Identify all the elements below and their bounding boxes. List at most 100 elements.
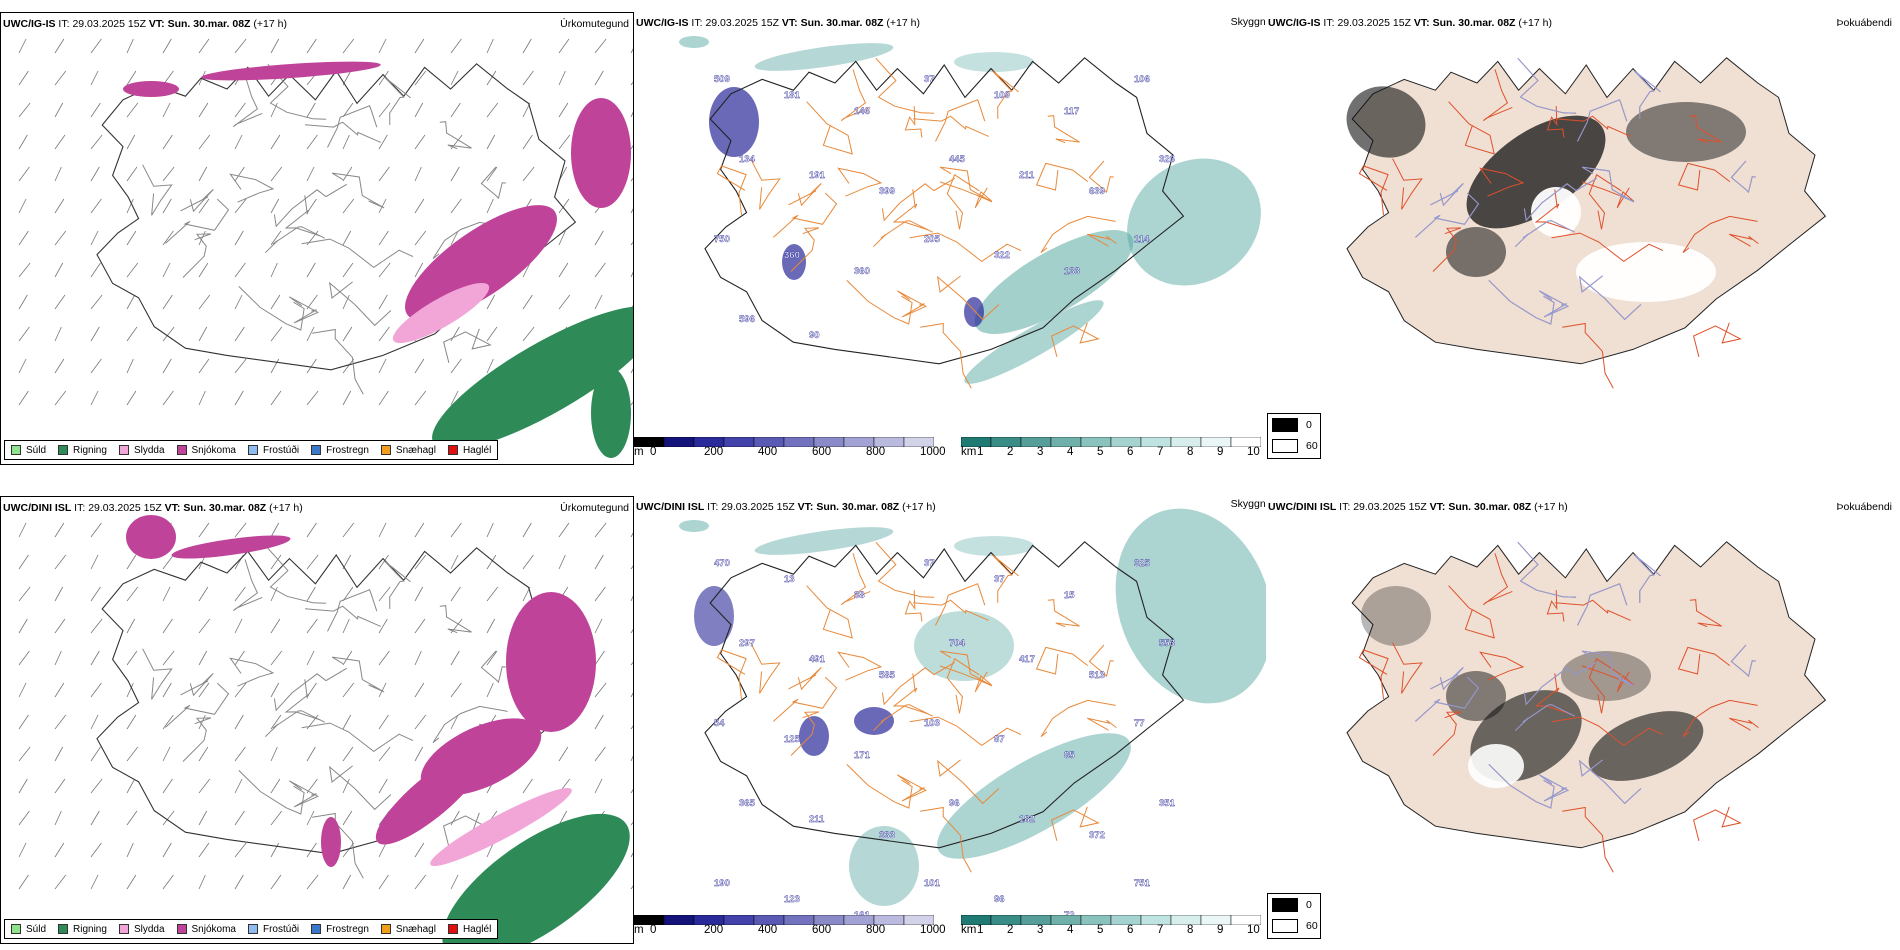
legend-label: Frostúði — [262, 444, 300, 456]
legend-swatch — [311, 924, 322, 934]
colorbar-tick: 200 — [704, 446, 724, 458]
colorbar-tick: 8 — [1187, 446, 1194, 458]
lead-time: (+17 h) — [269, 502, 303, 514]
fog-legend-label: 0 — [1306, 419, 1312, 431]
fog-panel-row2: UWC/DINI ISL IT: 29.03.2025 15Z VT: Sun.… — [1266, 496, 1900, 944]
lead-time: (+17 h) — [886, 17, 920, 29]
ceiling-value-label: 109 — [994, 90, 1010, 101]
ceiling-value-label: 417 — [1019, 654, 1035, 665]
legend-label: Súld — [26, 923, 47, 935]
ceiling-value-label: 399 — [879, 186, 895, 197]
legend-item: Slydda — [118, 923, 165, 935]
fog-legend-label: 60 — [1306, 920, 1318, 932]
colorbar-tick: 8 — [1187, 924, 1194, 936]
ceiling-value-label: 37 — [924, 74, 935, 85]
colorbar-tick: 800 — [866, 924, 886, 936]
ceiling-value-label: 117 — [1064, 106, 1079, 117]
legend-label: Frostregn — [326, 444, 369, 456]
colorbar-tick: 0 — [650, 446, 657, 458]
panel-variable-title: Úrkomutegund — [560, 502, 629, 514]
colorbar-tick: 5 — [1097, 446, 1104, 458]
init-label: IT: — [74, 502, 86, 514]
init-label: IT: — [1339, 501, 1351, 513]
ceiling-value-label: 360 — [784, 250, 800, 261]
legend-item: Haglél — [447, 445, 491, 456]
visibility-colorbar-ticks-row2: km 1 2 3 4 5 6 7 8 9 10 — [961, 924, 1261, 940]
ceiling-value-label: 101 — [924, 878, 941, 889]
legend-label: Rigning — [73, 923, 107, 935]
panel-title: UWC/DINI ISL IT: 29.03.2025 15Z VT: Sun.… — [3, 502, 303, 514]
legend-label: Snæhagl — [395, 444, 436, 456]
valid-label: VT: — [164, 502, 181, 514]
colorbar-tick: 7 — [1157, 446, 1164, 458]
legend-label: Slydda — [133, 923, 165, 935]
colorbar-tick: 2 — [1007, 924, 1014, 936]
ceiling-value-label: 96 — [994, 894, 1005, 905]
legend-item: Frostúði — [247, 444, 300, 456]
fog-legend-row1: 0 60 — [1267, 413, 1321, 459]
fog-map — [1346, 57, 1827, 389]
ceiling-value-label: 211 — [809, 814, 825, 825]
legend-swatch — [176, 445, 187, 455]
ceiling-value-label: 90 — [809, 330, 820, 341]
legend-swatch — [380, 445, 391, 455]
ceiling-value-label: 85 — [1064, 750, 1075, 761]
colorbar-tick: 1000 — [920, 924, 946, 936]
legend-swatch — [447, 924, 458, 934]
visibility-colorbar-ticks-row1: km 1 2 3 4 5 6 7 8 9 10 — [961, 446, 1261, 462]
fog-map — [1346, 541, 1827, 873]
colorbar-tick: 1 — [977, 446, 984, 458]
panel-variable-title: Úrkomutegund — [560, 18, 629, 30]
precip-type-panel-row1: UWC/IG-IS IT: 29.03.2025 15Z VT: Sun. 30… — [0, 12, 634, 465]
fog-legend-swatch — [1272, 919, 1298, 933]
ceiling-value-label: 38 — [854, 590, 865, 601]
fog-legend-label: 60 — [1306, 440, 1318, 452]
legend-item: Snjókoma — [176, 445, 236, 456]
precip-type-map — [18, 515, 633, 943]
ceiling-value-label: 37 — [994, 574, 1005, 585]
ceiling-value-label: 181 — [784, 90, 801, 101]
init-label: IT: — [58, 18, 70, 30]
legend-swatch — [118, 924, 129, 934]
valid-time: Sun. 30.mar. 08Z — [800, 17, 884, 29]
legend-label: Frostregn — [326, 923, 369, 935]
colorbar-tick: 10 — [1247, 924, 1260, 936]
legend-swatch — [11, 924, 21, 934]
legend-item: Rigning — [58, 924, 107, 935]
model-name: UWC/DINI ISL — [3, 502, 72, 514]
model-name: UWC/IG-IS — [3, 18, 56, 30]
panel-variable-title: Þokuábendi — [1836, 17, 1892, 29]
legend-swatch — [447, 445, 458, 455]
colorbar-tick: 3 — [1037, 446, 1044, 458]
ceiling-value-label: 553 — [1159, 638, 1175, 649]
colorbar-tick: 4 — [1067, 446, 1074, 458]
ceiling-value-label: 596 — [739, 314, 755, 325]
ceiling-value-label: 77 — [1134, 718, 1145, 729]
init-time: 29.03.2025 15Z — [1337, 17, 1411, 29]
panel-title: UWC/IG-IS IT: 29.03.2025 15Z VT: Sun. 30… — [1268, 17, 1552, 29]
fog-legend-swatch — [1272, 439, 1298, 453]
legend-item: Snæhagl — [380, 924, 436, 935]
colorbar-tick: 1 — [977, 924, 984, 936]
ceiling-colorbar-row2 — [634, 915, 934, 925]
ceiling-map: 509 181 146 37 109 117 106 134 191 399 445 211 639 32… — [679, 36, 1261, 389]
ceiling-value-label: 146 — [854, 106, 870, 117]
lead-time: (+17 h) — [1518, 17, 1552, 29]
model-name: UWC/DINI ISL — [1268, 501, 1337, 513]
colorbar-tick: 600 — [812, 924, 832, 936]
legend-item: Rigning — [58, 445, 107, 456]
ceiling-value-label: 297 — [739, 638, 755, 649]
legend-swatch — [58, 924, 69, 934]
fog-legend-label: 0 — [1306, 899, 1312, 911]
legend-item: Frostúði — [247, 924, 299, 935]
valid-label: VT: — [797, 501, 814, 513]
panel-variable-title: Þokuábendi — [1836, 501, 1892, 513]
legend-label: Rigning — [73, 444, 107, 456]
ceiling-value-label: 639 — [1089, 186, 1105, 197]
colorbar-tick: 400 — [758, 924, 778, 936]
init-label: IT: — [691, 17, 703, 29]
ceiling-value-label: 133 — [1064, 266, 1080, 277]
legend-item: Snæhagl — [380, 444, 436, 456]
panel-variable-title: Skyggni — [1230, 498, 1266, 510]
model-name: UWC/IG-IS — [636, 17, 689, 29]
